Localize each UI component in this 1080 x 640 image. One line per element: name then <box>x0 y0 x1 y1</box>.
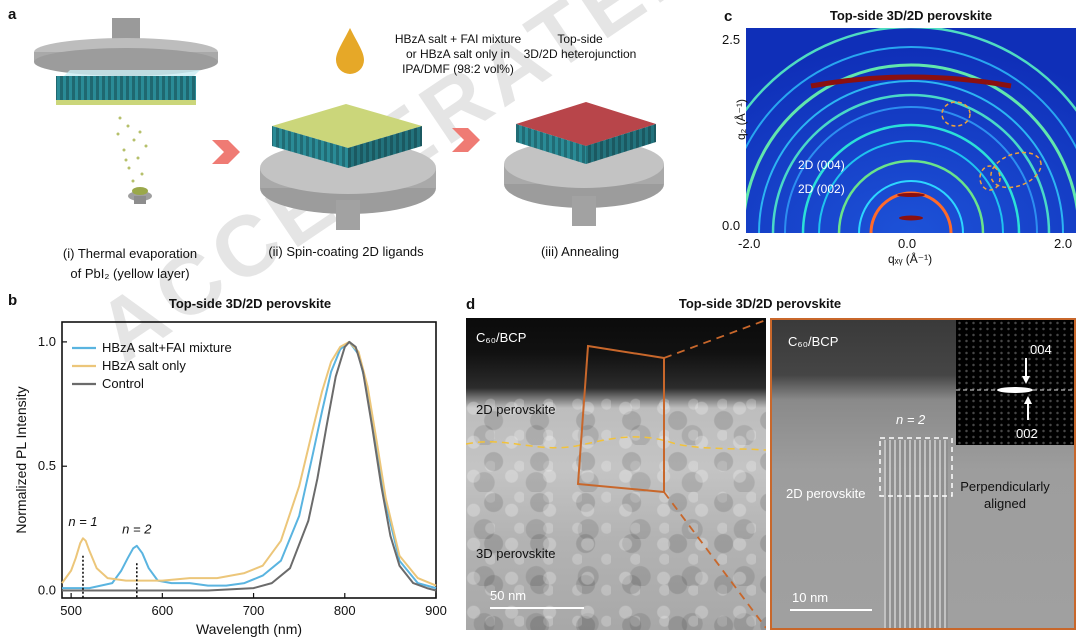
panel-d-title: Top-side 3D/2D perovskite <box>678 296 842 311</box>
plot-frame <box>61 321 437 599</box>
step-1-caption-line-2: of PbI₂ (yellow layer) <box>70 266 190 281</box>
vapor-particles <box>116 116 148 183</box>
tem-right-perp-line-1: Perpendicularly <box>960 479 1050 494</box>
heterojunction-text-line-2: 3D/2D heterojunction <box>523 47 637 61</box>
series-line-1 <box>61 340 437 587</box>
annotation-label-n1: n = 1 <box>68 514 97 529</box>
giwaxs-x-tick-left: -2.0 <box>738 236 761 251</box>
y-tick-label-1: 1.0 <box>38 334 56 349</box>
process-arrow-2 <box>452 128 480 152</box>
x-tick-label-800: 800 <box>334 603 356 618</box>
series-line-2 <box>62 340 437 592</box>
step-3-caption: (iii) Annealing <box>540 244 620 259</box>
step-2-caption: (ii) Spin-coating 2D ligands <box>268 244 424 259</box>
x-tick-label-900: 900 <box>425 603 447 618</box>
y-axis-label: Normalized PL Intensity <box>13 386 29 533</box>
x-tick-label-600: 600 <box>151 603 173 618</box>
pl-chart: 500 600 700 800 900 0.0 0.5 1.0 Wavelength (nm) N… <box>13 321 447 637</box>
giwaxs-x-label: qₓᵧ (Å⁻¹) <box>888 252 933 266</box>
giwaxs-label-004: 2D (004) <box>798 158 845 172</box>
tem-left-3d-label: 3D perovskite <box>476 546 556 561</box>
process-arrow-1 <box>212 140 240 164</box>
spin-coat-stage <box>260 104 436 230</box>
panel-b-title: Top-side 3D/2D perovskite <box>168 296 332 311</box>
y-tick-label-0: 0.0 <box>38 583 56 598</box>
tem-right-scale-label: 10 nm <box>792 590 829 605</box>
evaporation-apparatus <box>34 18 218 105</box>
droplet-icon <box>336 28 364 74</box>
tem-left-c60-label: C₆₀/BCP <box>476 330 527 345</box>
droplet-text-line-1: HBzA salt + FAI mixture <box>394 32 522 46</box>
annotation-label-n2: n = 2 <box>122 521 152 536</box>
panel-d-letter: d <box>466 296 476 313</box>
step-1-caption-line-1: (i) Thermal evaporation <box>62 246 198 261</box>
legend-label-0: HBzA salt+FAI mixture <box>102 340 232 355</box>
x-tick-label-500: 500 <box>60 603 82 618</box>
tem-overview-image <box>466 318 766 630</box>
y-tick-label-0.5: 0.5 <box>38 458 56 473</box>
legend-label-2: Control <box>102 376 144 391</box>
crucible <box>128 187 152 204</box>
tem-left-scale-label: 50 nm <box>490 588 527 603</box>
giwaxs-y-tick-bottom: 0.0 <box>722 218 741 233</box>
annealing-stage <box>504 102 664 226</box>
giwaxs-y-tick-top: 2.5 <box>722 32 741 47</box>
panel-c-title: Top-side 3D/2D perovskite <box>829 8 993 23</box>
legend-label-1: HBzA salt only <box>102 358 186 373</box>
panel-c-letter: c <box>724 8 733 25</box>
giwaxs-x-tick-right: 2.0 <box>1054 236 1073 251</box>
x-axis-label: Wavelength (nm) <box>196 621 302 637</box>
tem-right-2d-label: 2D perovskite <box>786 486 866 501</box>
tem-right-c60-label: C₆₀/BCP <box>788 334 839 349</box>
fft-inset <box>956 320 1074 445</box>
droplet-text-line-2: or HBzA salt only in <box>405 47 511 61</box>
droplet-text-line-3: IPA/DMF (98:2 vol%) <box>402 62 514 76</box>
fft-label-002: 002 <box>1016 426 1038 441</box>
giwaxs-label-002: 2D (002) <box>798 182 845 196</box>
giwaxs-x-tick-mid: 0.0 <box>898 236 917 251</box>
heterojunction-text-line-1: Top-side <box>557 32 603 46</box>
x-tick-label-700: 700 <box>243 603 265 618</box>
panel-b-letter: b <box>8 292 18 309</box>
tem-left-2d-label: 2D perovskite <box>476 402 556 417</box>
tem-right-perp-line-2: aligned <box>984 496 1026 511</box>
giwaxs-y-label: q₂ (Å⁻¹) <box>734 99 748 140</box>
panel-a-illustration <box>34 18 664 230</box>
panel-a-letter: a <box>8 6 17 23</box>
giwaxs-pattern <box>746 28 1076 233</box>
fft-label-004: 004 <box>1030 342 1052 357</box>
tem-right-n2-label: n = 2 <box>896 412 926 427</box>
